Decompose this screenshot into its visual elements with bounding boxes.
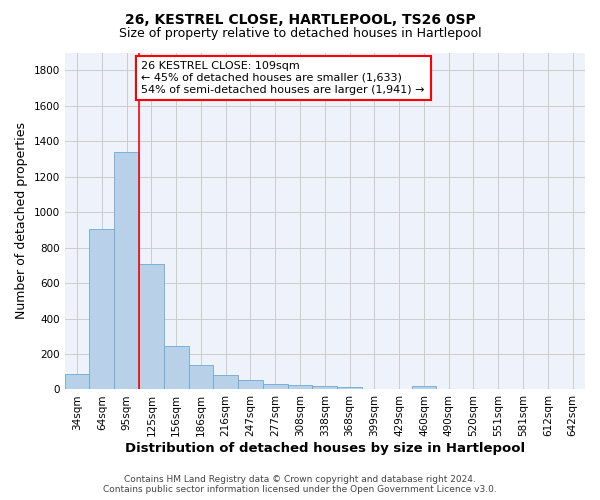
Text: Contains HM Land Registry data © Crown copyright and database right 2024.
Contai: Contains HM Land Registry data © Crown c… (103, 474, 497, 494)
Bar (287, 385, 313, 390)
Bar (214, 376, 238, 390)
Bar (313, 386, 337, 390)
Bar (114, 152, 139, 390)
Bar (139, 264, 164, 390)
Bar (337, 387, 362, 390)
Text: 26 KESTREL CLOSE: 109sqm
← 45% of detached houses are smaller (1,633)
54% of sem: 26 KESTREL CLOSE: 109sqm ← 45% of detach… (142, 62, 425, 94)
Y-axis label: Number of detached properties: Number of detached properties (15, 122, 28, 320)
Bar (188, 364, 214, 390)
Bar (65, 374, 89, 390)
X-axis label: Distribution of detached houses by size in Hartlepool: Distribution of detached houses by size … (125, 442, 525, 455)
Text: Size of property relative to detached houses in Hartlepool: Size of property relative to detached ho… (119, 28, 481, 40)
Bar (164, 346, 188, 390)
Bar (89, 229, 114, 390)
Text: 26, KESTREL CLOSE, HARTLEPOOL, TS26 0SP: 26, KESTREL CLOSE, HARTLEPOOL, TS26 0SP (125, 12, 475, 26)
Bar (238, 380, 263, 390)
Bar (412, 386, 436, 390)
Bar (263, 384, 287, 390)
